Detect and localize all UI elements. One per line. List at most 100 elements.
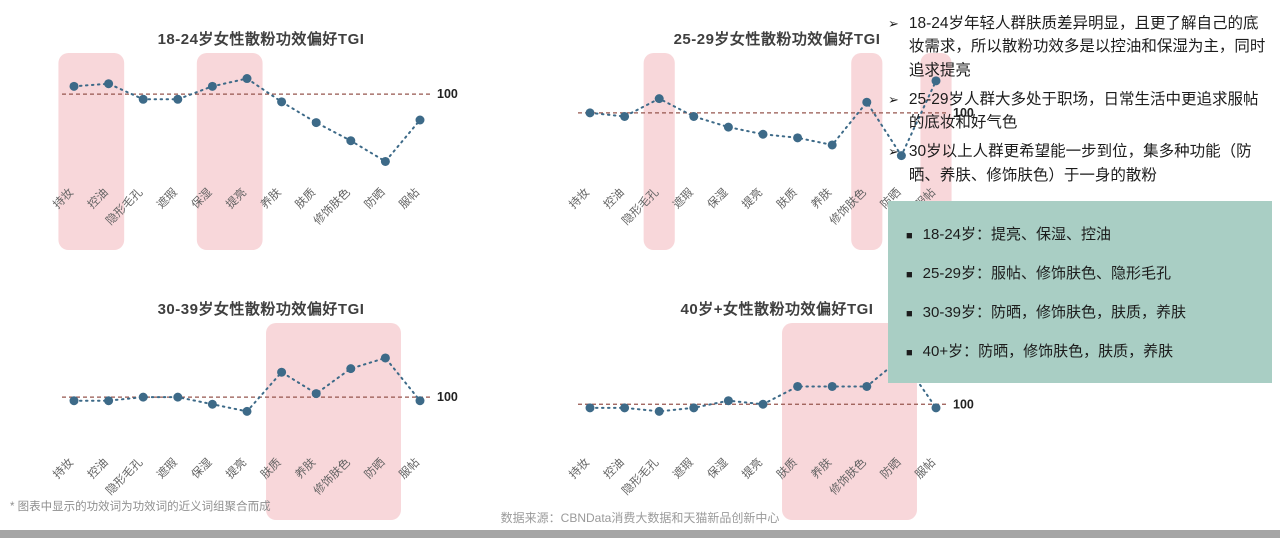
summary-text: 40+岁：防晒，修饰肤色，肤质，养肤 bbox=[922, 342, 1174, 360]
data-point bbox=[620, 403, 630, 413]
data-point bbox=[723, 122, 733, 132]
data-point bbox=[896, 151, 906, 161]
data-point bbox=[311, 118, 321, 128]
x-axis-label: 保湿 bbox=[704, 455, 731, 482]
x-axis-label: 持妆 bbox=[566, 185, 593, 212]
data-point bbox=[311, 389, 321, 399]
data-point bbox=[207, 81, 217, 91]
x-axis-label: 遮瑕 bbox=[154, 455, 181, 482]
x-axis-label: 控油 bbox=[601, 185, 627, 211]
data-point bbox=[207, 399, 217, 409]
highlight-band bbox=[196, 53, 263, 250]
highlight-band bbox=[851, 53, 883, 250]
reference-label: 100 bbox=[953, 397, 974, 411]
data-point bbox=[277, 97, 287, 107]
data-point bbox=[827, 381, 837, 391]
summary-item: ■ 40+岁：防晒，修饰肤色，肤质，养肤 bbox=[906, 340, 1254, 361]
data-point bbox=[793, 133, 803, 143]
data-point bbox=[827, 140, 837, 150]
summary-text: 18-24岁：提亮、保湿、控油 bbox=[922, 225, 1112, 243]
arrow-bullet-icon: ➢ bbox=[888, 16, 899, 31]
data-point bbox=[585, 108, 595, 118]
square-bullet-icon: ■ bbox=[906, 307, 913, 320]
x-axis-label: 控油 bbox=[601, 455, 627, 481]
data-point bbox=[793, 381, 803, 391]
chart-18-24: 18-24岁女性散粉功效偏好TGI 100 持妆 控油 隐形毛孔 遮瑕 保湿 提亮 养肤 肤质修… bbox=[46, 18, 476, 256]
summary-item: ■ 18-24岁：提亮、保湿、控油 bbox=[906, 223, 1254, 244]
data-point bbox=[173, 94, 183, 104]
summary-item: ■ 25-29岁：服帖、修饰肤色、隐形毛孔 bbox=[906, 262, 1254, 283]
chart-title: 25-29岁女性散粉功效偏好TGI bbox=[673, 31, 881, 48]
data-point bbox=[723, 396, 733, 406]
x-axis-label: 保湿 bbox=[188, 455, 215, 482]
data-point bbox=[346, 364, 356, 374]
highlight-band bbox=[266, 323, 401, 520]
x-axis-label: 持妆 bbox=[566, 455, 593, 482]
summary-text: 25-29岁：服帖、修饰肤色、隐形毛孔 bbox=[922, 264, 1172, 282]
x-axis-label: 修饰肤色 bbox=[310, 185, 353, 228]
reference-label: 100 bbox=[437, 87, 458, 101]
x-axis-label: 隐形毛孔 bbox=[104, 456, 146, 498]
data-point bbox=[415, 396, 425, 406]
square-bullet-icon: ■ bbox=[906, 268, 913, 281]
bottom-gray-bar bbox=[0, 530, 1280, 538]
reference-label: 100 bbox=[953, 106, 974, 120]
series-line bbox=[589, 79, 937, 158]
x-axis-label: 服帖 bbox=[396, 185, 422, 211]
insight-bullet: ➢ 18-24岁年轻人群肤质差异明显，且更了解自己的底妆需求，所以散粉功效多是以… bbox=[888, 12, 1272, 82]
insight-text: 30岁以上人群更希望能一步到位，集多种功能（防晒、养肤、修饰肤色）于一身的散粉 bbox=[908, 143, 1252, 184]
highlight-band bbox=[643, 53, 675, 250]
insights-panel: ➢ 18-24岁年轻人群肤质差异明显，且更了解自己的底妆需求，所以散粉功效多是以… bbox=[888, 12, 1272, 383]
summary-box: ■ 18-24岁：提亮、保湿、控油 ■ 25-29岁：服帖、修饰肤色、隐形毛孔 … bbox=[888, 200, 1272, 383]
x-axis-label: 提亮 bbox=[739, 455, 765, 481]
data-point bbox=[104, 396, 114, 406]
data-point bbox=[277, 367, 287, 377]
data-point bbox=[415, 115, 425, 125]
data-point bbox=[242, 406, 252, 416]
chart-30-39: 30-39岁女性散粉功效偏好TGI 100 持妆 控油 隐形毛孔 遮瑕 保湿 提亮 肤质 养肤修… bbox=[46, 288, 476, 526]
arrow-bullet-icon: ➢ bbox=[888, 144, 899, 160]
reference-label: 100 bbox=[437, 390, 458, 404]
chart-40plus: 40岁+女性散粉功效偏好TGI 100 持妆 控油 隐形毛孔 遮瑕 保湿 提亮 肤质 养肤 修饰肤… bbox=[562, 288, 992, 526]
x-axis-label: 隐形毛孔 bbox=[620, 456, 662, 498]
square-bullet-icon: ■ bbox=[906, 346, 913, 359]
x-axis-label: 保湿 bbox=[704, 185, 731, 212]
x-axis-label: 提亮 bbox=[223, 455, 249, 481]
summary-item: ■ 30-39岁：防晒，修饰肤色，肤质，养肤 bbox=[906, 301, 1254, 322]
data-point bbox=[862, 381, 872, 391]
x-axis-label: 遮瑕 bbox=[670, 455, 697, 482]
x-axis-label: 养肤 bbox=[808, 185, 835, 212]
data-point bbox=[380, 353, 390, 363]
chart-title: 18-24岁女性散粉功效偏好TGI bbox=[157, 31, 365, 48]
chart-title: 30-39岁女性散粉功效偏好TGI bbox=[157, 301, 365, 318]
data-source: 数据来源：CBNData消费大数据和天猫新品创新中心 bbox=[500, 511, 780, 525]
data-point bbox=[173, 392, 183, 402]
data-point bbox=[346, 136, 356, 146]
footnote: * 图表中显示的功效词为功效词的近义词组聚合而成 bbox=[10, 501, 271, 513]
data-point bbox=[654, 94, 664, 104]
x-axis-label: 提亮 bbox=[739, 185, 765, 211]
data-point bbox=[931, 403, 941, 413]
insight-text: 18-24岁年轻人群肤质差异明显，且更了解自己的底妆需求，所以散粉功效多是以控油… bbox=[908, 15, 1266, 79]
data-point bbox=[69, 396, 79, 406]
highlight-band bbox=[782, 323, 917, 520]
insight-bullet: ➢ 30岁以上人群更希望能一步到位，集多种功能（防晒、养肤、修饰肤色）于一身的散… bbox=[888, 140, 1272, 187]
data-point bbox=[620, 111, 630, 121]
insight-text: 25-29岁人群大多处于职场，日常生活中更追求服帖的底妆和好气色 bbox=[908, 90, 1259, 131]
insight-bullet: ➢ 25-29岁人群大多处于职场，日常生活中更追求服帖的底妆和好气色 bbox=[888, 88, 1272, 135]
x-axis-label: 控油 bbox=[85, 455, 111, 481]
data-point bbox=[104, 79, 114, 89]
data-point bbox=[862, 97, 872, 107]
data-point bbox=[380, 156, 390, 166]
data-point bbox=[931, 76, 941, 86]
data-point bbox=[585, 403, 595, 413]
summary-text: 30-39岁：防晒，修饰肤色，肤质，养肤 bbox=[922, 303, 1187, 321]
chart-title: 40岁+女性散粉功效偏好TGI bbox=[680, 301, 874, 318]
data-point bbox=[242, 74, 252, 84]
data-point bbox=[689, 403, 699, 413]
highlight-band bbox=[58, 53, 125, 250]
x-axis-label: 肤质 bbox=[774, 185, 800, 211]
data-point bbox=[689, 111, 699, 121]
